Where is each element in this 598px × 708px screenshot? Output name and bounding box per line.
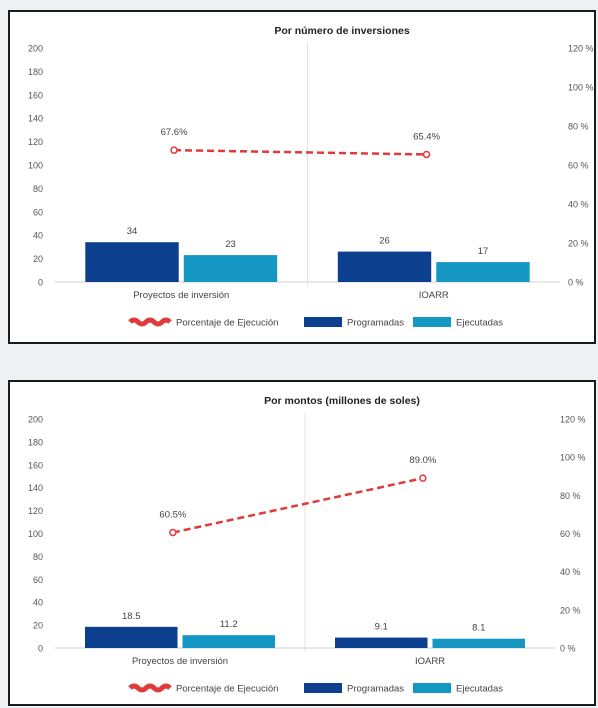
bar-data-label: 18.5 — [122, 611, 141, 622]
bar-data-label: 23 — [225, 239, 236, 250]
legend-label: Porcentaje de Ejecución — [176, 684, 278, 695]
bar-ejecutadas — [432, 638, 525, 648]
y-axis-tick-label: 200 — [28, 44, 43, 54]
y2-axis-tick-label: 20 % — [560, 605, 581, 615]
bar-ejecutadas — [436, 262, 530, 282]
legend-label: Ejecutadas — [456, 684, 503, 695]
line-point — [170, 146, 178, 154]
y2-axis-tick-label: 80 % — [560, 491, 581, 501]
bar-data-label: 34 — [127, 226, 138, 237]
x-axis-category-label: Proyectos de inversión — [132, 656, 228, 667]
chart-title: Por montos (millones de soles) — [264, 395, 420, 407]
y-axis-tick-label: 40 — [33, 598, 43, 608]
y-axis-tick-label: 140 — [28, 114, 43, 124]
line-data-label: 89.0% — [409, 455, 436, 466]
y2-axis-tick-label: 40 % — [568, 200, 589, 210]
y2-axis-tick-label: 80 % — [568, 122, 589, 132]
bar-programadas — [335, 637, 428, 648]
y-axis-tick-label: 200 — [28, 415, 43, 425]
line-porcentaje-ejecucion — [174, 148, 427, 156]
legend-swatch-ejecutadas — [413, 317, 451, 327]
bar-ejecutadas — [183, 255, 278, 282]
legend-label: Porcentaje de Ejecución — [176, 318, 278, 329]
chart-panel-inversiones: Por número de inversiones 0 20 40 60 80 100 120… — [8, 10, 596, 344]
chart-title: Por número de inversiones — [274, 25, 410, 37]
y-axis-tick-label: 0 — [38, 278, 43, 288]
bar-programadas — [85, 626, 178, 648]
line-data-label: 67.6% — [161, 127, 188, 138]
y-axis-tick-label: 100 — [28, 529, 43, 539]
y-axis-tick-label: 180 — [28, 67, 43, 77]
bar-data-label: 17 — [478, 246, 489, 257]
y-axis-tick-label: 20 — [33, 621, 43, 631]
legend-swatch-porcentaje — [128, 683, 172, 693]
legend-label: Programadas — [347, 318, 404, 329]
y-axis-tick-label: 80 — [33, 552, 43, 562]
line-point — [422, 150, 431, 159]
y-axis-tick-label: 80 — [33, 184, 43, 194]
y-axis-tick-label: 180 — [28, 437, 43, 447]
bar-data-label: 26 — [379, 236, 390, 247]
y-axis-tick-label: 0 — [38, 644, 43, 654]
y-axis-tick-label: 100 — [28, 161, 43, 171]
x-axis-category-label: IOARR — [415, 656, 445, 667]
chart-panel-montos: Por montos (millones de soles) 0 20 40 60 80 1… — [8, 380, 596, 706]
y2-axis-tick-label: 60 % — [568, 161, 589, 171]
y2-axis-tick-label: 100 % — [568, 83, 594, 93]
y-axis-tick-label: 160 — [28, 90, 43, 100]
bar-data-label: 11.2 — [220, 619, 238, 630]
y-axis-tick-label: 160 — [28, 460, 43, 470]
y2-axis-tick-label: 20 % — [568, 239, 589, 249]
y-axis-tick-label: 60 — [33, 575, 43, 585]
y2-axis-tick-label: 0 % — [568, 278, 584, 288]
chart-svg-montos: Por montos (millones de soles) 0 20 40 60 80 1… — [28, 395, 586, 695]
line-data-label: 60.5% — [159, 510, 186, 521]
y-axis-tick-label: 60 — [33, 207, 43, 217]
bar-ejecutadas — [182, 635, 275, 648]
legend-swatch-porcentaje — [128, 317, 172, 327]
line-point — [419, 474, 427, 482]
legend-swatch-ejecutadas — [413, 683, 451, 693]
line-porcentaje-ejecucion — [172, 476, 424, 534]
y-axis-tick-label: 20 — [33, 254, 43, 264]
x-axis-category-label: Proyectos de inversión — [133, 290, 229, 301]
legend-swatch-programadas — [304, 317, 342, 327]
bar-data-label: 9.1 — [375, 622, 388, 633]
bar-programadas — [85, 242, 179, 282]
y-axis-tick-label: 120 — [28, 506, 43, 516]
y2-axis-tick-label: 120 % — [560, 415, 586, 425]
legend-label: Programadas — [347, 684, 404, 695]
y-axis-tick-label: 40 — [33, 231, 43, 241]
line-point — [169, 528, 177, 537]
y2-axis-tick-label: 0 % — [560, 644, 576, 654]
x-axis-category-label: IOARR — [419, 290, 449, 301]
y2-axis-tick-label: 100 % — [560, 453, 586, 463]
y2-axis-tick-label: 120 % — [568, 44, 594, 54]
legend-label: Ejecutadas — [456, 318, 503, 329]
bar-data-label: 8.1 — [472, 623, 485, 634]
y2-axis-tick-label: 40 % — [560, 567, 581, 577]
bar-programadas — [337, 251, 432, 282]
chart-svg-inversiones: Por número de inversiones 0 20 40 60 80 100 120… — [28, 25, 594, 329]
y-axis-tick-label: 140 — [28, 483, 43, 493]
legend-swatch-programadas — [304, 683, 342, 693]
y-axis-tick-label: 120 — [28, 137, 43, 147]
line-data-label: 65.4% — [413, 131, 440, 142]
y2-axis-tick-label: 60 % — [560, 529, 581, 539]
